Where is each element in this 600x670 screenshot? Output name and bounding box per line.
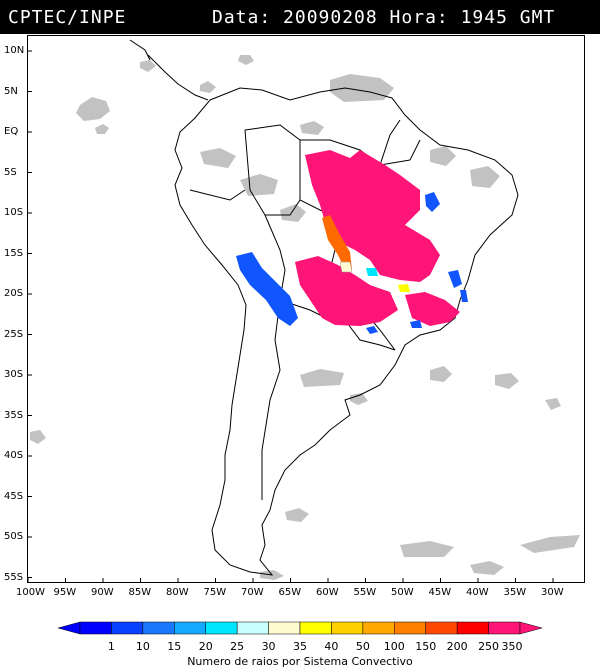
lon-tick-label: 85W (128, 587, 152, 598)
lat-tick-label: 10S (4, 207, 24, 218)
lon-tick-label: 70W (241, 587, 264, 598)
colorbar-swatch (142, 621, 175, 635)
lon-tick-label: 100W (16, 587, 45, 598)
colorbar-swatch (174, 621, 206, 635)
lon-tick-label: 90W (91, 587, 114, 598)
lat-tick-label: 15S (4, 247, 24, 259)
lightning-map (27, 39, 580, 583)
storm-cell (366, 326, 378, 334)
lon-tick-label: 50W (391, 587, 414, 598)
colorbar-swatch (268, 621, 301, 635)
colorbar-tick-label: 30 (261, 640, 276, 653)
colorbar-tick-label: 20 (198, 640, 213, 653)
timestamp-label: Data: 20090208 Hora: 1945 GMT (212, 7, 556, 28)
storm-cell (305, 150, 440, 282)
colorbar-swatch (394, 621, 426, 635)
map-header: CPTEC/INPE Data: 20090208 Hora: 1945 GMT (0, 0, 600, 34)
colorbar-tick-label: 350 (501, 640, 523, 653)
convective-systems (236, 150, 468, 334)
colorbar-swatch (236, 621, 269, 635)
colorbar-swatch (362, 621, 395, 635)
lat-tick-label: 55S (4, 571, 24, 583)
lat-tick-label: 30S (4, 369, 24, 380)
storm-cell (339, 261, 353, 273)
colorbar-max-arrow (519, 621, 543, 635)
organization-label: CPTEC/INPE (8, 7, 127, 28)
colorbar-tick-label: 40 (324, 640, 339, 653)
colorbar-tick-label: 100 (383, 640, 405, 653)
storm-cell (295, 256, 398, 326)
colorbar-swatch (456, 621, 489, 635)
lat-tick-label: 5N (4, 85, 18, 97)
colorbar-caption: Numero de raios por Sistema Convectivo (187, 655, 413, 668)
colorbar-swatch (425, 621, 458, 635)
colorbar-swatch (111, 621, 144, 635)
lon-tick-label: 60W (316, 587, 339, 598)
lon-tick-label: 35W (503, 587, 527, 598)
central-america-coast (147, 54, 209, 101)
colorbar-min-arrow (57, 621, 81, 635)
lon-tick-label: 40W (466, 587, 489, 598)
colorbar-tick-label: 15 (167, 640, 182, 653)
lat-tick-label: 10N (4, 45, 25, 56)
lon-tick-label: 45W (428, 587, 452, 598)
colorbar-tick-label: 1 (107, 640, 115, 653)
lat-tick-label: 40S (4, 450, 24, 461)
lat-tick-label: 45S (4, 490, 24, 502)
colorbar-tick-label: 250 (478, 640, 500, 653)
colorbar-tick-label: 50 (355, 640, 370, 653)
cloud-cover (30, 55, 580, 580)
storm-cell (366, 268, 378, 276)
storm-cell (425, 192, 440, 212)
colorbar-swatch (331, 621, 364, 635)
colorbar-tick-label: 10 (135, 640, 150, 653)
lon-tick-label: 55W (353, 587, 377, 598)
storm-cell (236, 252, 298, 326)
colorbar-swatch (205, 621, 238, 635)
lon-tick-label: 80W (166, 587, 189, 598)
lon-tick-label: 30W (541, 587, 564, 598)
colorbar-tick-label: 150 (415, 640, 437, 653)
south-america-coast (174, 87, 519, 576)
lat-tick-label: 20S (4, 288, 24, 299)
colorbar-tick-label: 200 (446, 640, 468, 653)
colorbar-swatch (488, 621, 521, 635)
colorbar-tick-label: 35 (293, 640, 307, 653)
lon-tick-label: 65W (278, 587, 302, 598)
storm-cell (460, 290, 468, 302)
coastlines (129, 39, 519, 576)
storm-cell (322, 215, 352, 272)
lon-tick-label: 95W (53, 587, 77, 598)
storm-cell (405, 292, 460, 326)
colorbar-swatch (79, 621, 112, 635)
storm-cell (410, 320, 422, 328)
lat-tick-label: EQ (4, 126, 19, 137)
lat-tick-label: 5S (4, 166, 17, 178)
storm-cell (448, 270, 462, 288)
lat-tick-label: 50S (4, 531, 24, 542)
storm-cell (398, 284, 410, 292)
lon-tick-label: 75W (203, 587, 227, 598)
colorbar (57, 621, 543, 635)
lat-tick-label: 25S (4, 328, 24, 340)
colorbar-swatch (299, 621, 332, 635)
lat-tick-label: 35S (4, 409, 24, 421)
colorbar-tick-label: 25 (230, 640, 245, 653)
